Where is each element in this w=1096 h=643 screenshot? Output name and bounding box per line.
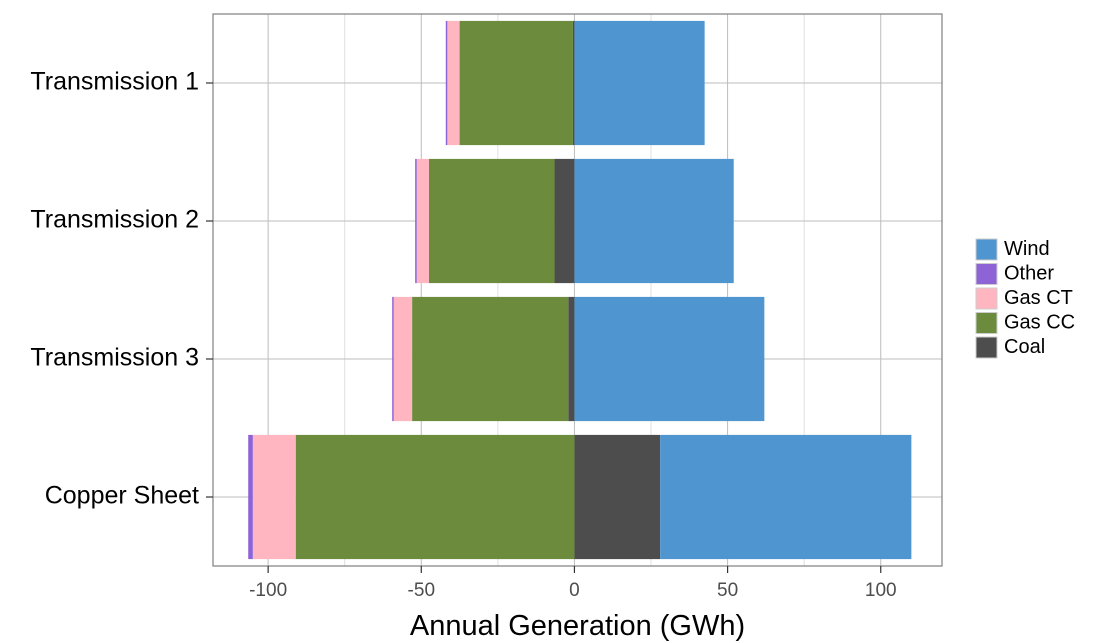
- bars: [248, 20, 912, 560]
- bar-gas-ct: [393, 296, 413, 422]
- bar-gas-cc: [412, 296, 569, 422]
- legend-key-wind: [975, 238, 998, 261]
- x-tick-label: 50: [717, 580, 738, 601]
- legend-label: Gas CC: [1004, 311, 1075, 333]
- bar-other: [392, 296, 394, 422]
- y-tick-label: Transmission 1: [30, 68, 199, 96]
- bar-coal: [554, 158, 575, 284]
- legend-key-gas-cc: [975, 312, 998, 334]
- y-tick-label: Copper Sheet: [45, 482, 199, 510]
- bar-wind: [660, 434, 912, 560]
- bar-coal: [568, 296, 575, 422]
- plot-panel-border: [212, 13, 943, 567]
- x-tick-label: 100: [865, 580, 897, 601]
- x-tick-label: 0: [569, 580, 580, 601]
- legend-key-coal: [975, 336, 998, 359]
- bar-gas-ct: [416, 158, 429, 284]
- legend-label: Gas CT: [1004, 287, 1073, 309]
- y-tick-label: Transmission 2: [30, 206, 199, 234]
- bar-other: [415, 158, 417, 284]
- bar-other: [445, 20, 448, 146]
- legend-label: Other: [1004, 262, 1054, 284]
- legend-label: Coal: [1004, 336, 1045, 358]
- bar-gas-ct: [252, 434, 296, 560]
- bar-wind: [574, 158, 734, 284]
- bar-gas-cc: [459, 20, 573, 146]
- bar-gas-cc: [295, 434, 575, 560]
- y-axis: Transmission 1 Transmission 2 Transmission…: [30, 68, 213, 510]
- legend-key-gas-ct: [975, 287, 998, 310]
- bar-wind: [574, 20, 705, 146]
- x-tick-label: -100: [249, 580, 287, 601]
- y-tick-label: Transmission 3: [30, 344, 199, 372]
- bar-gas-ct: [447, 20, 460, 146]
- bar-wind: [574, 296, 765, 422]
- legend-key-other: [975, 263, 998, 285]
- x-tick-label: -50: [408, 580, 435, 601]
- bar-other: [248, 434, 253, 560]
- bar-gas-cc: [428, 158, 555, 284]
- bar-coal: [574, 434, 661, 560]
- legend-label: Wind: [1004, 238, 1050, 260]
- x-axis: -100 -50 0 50 100: [249, 566, 897, 601]
- x-axis-title: Annual Generation (GWh): [410, 610, 745, 642]
- bar-coal: [572, 20, 575, 146]
